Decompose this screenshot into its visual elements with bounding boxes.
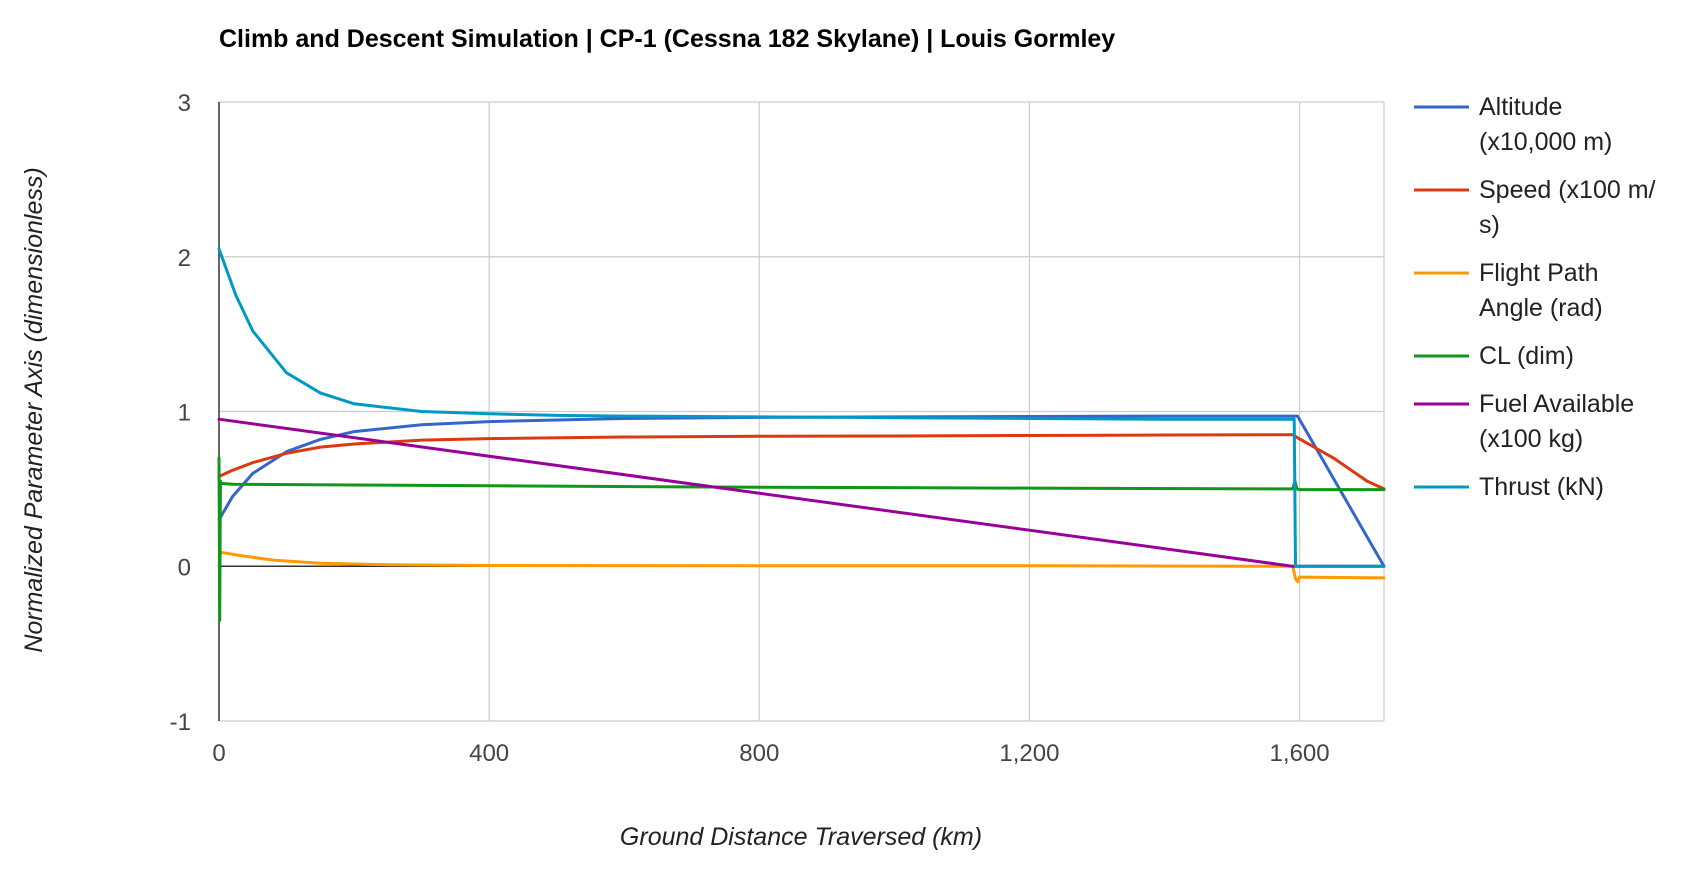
- y-tick-label: 3: [178, 90, 191, 117]
- x-tick-label: 1,200: [999, 740, 1059, 767]
- series-line-2: [217, 433, 1386, 491]
- y-axis-title: Normalized Parameter Axis (dimensionless…: [20, 167, 48, 652]
- legend-label: Altitude (x10,000 m): [1479, 93, 1612, 156]
- legend-label: CL (dim): [1479, 342, 1574, 370]
- legend-label: Speed (x100 m/s): [1479, 176, 1656, 239]
- series-line-1: [217, 414, 1386, 568]
- x-tick-label: 1,600: [1270, 740, 1330, 767]
- legend-label: Fuel Available (x100 kg): [1479, 390, 1634, 453]
- legend-label: Flight Path Angle (rad): [1479, 259, 1603, 322]
- y-tick-label: 1: [178, 400, 191, 427]
- series-line-4: [217, 456, 1386, 622]
- y-tick-label: 2: [178, 245, 191, 272]
- y-tick-label: -1: [170, 709, 191, 736]
- series-line-3: [217, 550, 1386, 584]
- tick-labels: -1 0 1 2 3 0 400 800 1,200 1,600: [170, 90, 1330, 767]
- x-axis-title: Ground Distance Traversed (km): [620, 823, 982, 851]
- y-tick-label: 0: [178, 554, 191, 581]
- chart-title: Climb and Descent Simulation | CP-1 (Ces…: [219, 25, 1116, 53]
- legend: Altitude (x10,000 m) Speed (x100 m/s) Fligh…: [1414, 93, 1656, 501]
- x-tick-label: 800: [739, 740, 779, 767]
- legend-label: Thrust (kN): [1479, 473, 1604, 501]
- series-lines: [217, 247, 1386, 622]
- x-tick-label: 400: [469, 740, 509, 767]
- x-tick-label: 0: [212, 740, 225, 767]
- series-line-6: [217, 247, 1386, 568]
- grid-lines: [219, 101, 1385, 722]
